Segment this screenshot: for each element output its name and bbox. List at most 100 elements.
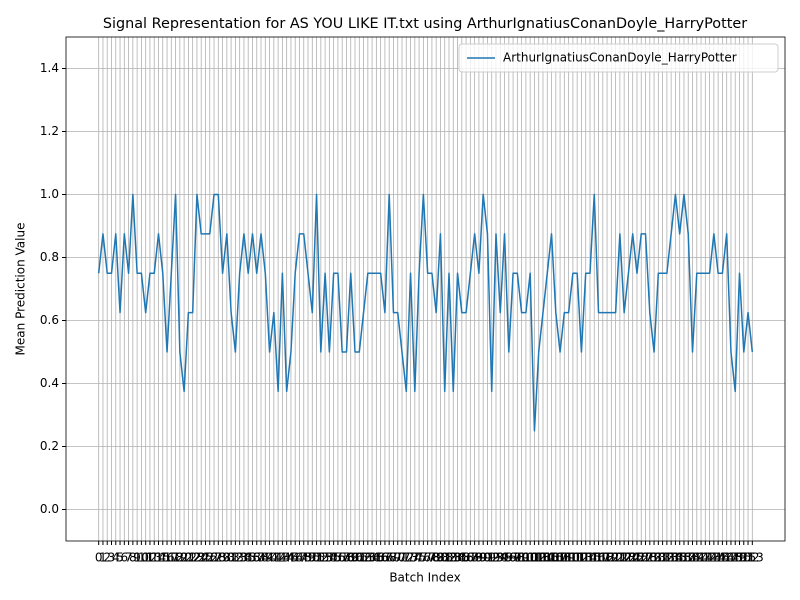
x-tick-label: 152 <box>737 551 760 565</box>
x-tick-label: 136 <box>668 551 691 565</box>
data-line <box>97 193 754 432</box>
x-tick-label: 11 <box>138 551 153 565</box>
x-tick-label: 150 <box>728 551 751 565</box>
x-tick-label: 92 <box>484 551 499 565</box>
x-tick-label: 143 <box>698 551 721 565</box>
x-tick-label: 33 <box>232 551 247 565</box>
x-tick-label: 118 <box>591 551 614 565</box>
x-tick-label: 112 <box>566 551 589 565</box>
x-tick-label: 18 <box>168 551 183 565</box>
x-tick-label: 45 <box>283 551 298 565</box>
x-tick-label: 64 <box>364 551 379 565</box>
x-tick-label: 6 <box>120 551 128 565</box>
x-tick-label: 153 <box>741 551 764 565</box>
x-tick-label: 91 <box>480 551 495 565</box>
x-tick-label: 3 <box>108 551 116 565</box>
x-tick-label: 10 <box>134 551 149 565</box>
x-tick-label: 142 <box>694 551 717 565</box>
x-tick-label: 93 <box>488 551 503 565</box>
x-tick-label: 47 <box>292 551 307 565</box>
x-tick-label: 81 <box>437 551 452 565</box>
x-tick-label: 105 <box>536 551 559 565</box>
x-tick-label: 43 <box>275 551 290 565</box>
x-tick-label: 29 <box>215 551 230 565</box>
y-tick-label: 0.4 <box>40 376 59 390</box>
x-tick-label: 123 <box>613 551 636 565</box>
x-tick-label: 100 <box>514 551 537 565</box>
x-tick-label: 31 <box>223 551 238 565</box>
x-tick-label: 114 <box>574 551 597 565</box>
x-tick-label: 132 <box>651 551 674 565</box>
x-tick-label: 99 <box>514 551 529 565</box>
x-tick-label: 86 <box>458 551 473 565</box>
x-tick-label: 101 <box>519 551 542 565</box>
x-tick-label: 65 <box>369 551 384 565</box>
x-tick-label: 25 <box>198 551 213 565</box>
x-tick-label: 60 <box>347 551 362 565</box>
x-tick-label: 17 <box>164 551 179 565</box>
legend: ArthurIgnatiusConanDoyle_HarryPotter <box>458 43 779 73</box>
x-tick-label: 24 <box>194 551 209 565</box>
x-tick-label: 144 <box>702 551 725 565</box>
y-tick-label: 0.0 <box>40 502 59 516</box>
x-tick-label: 61 <box>352 551 367 565</box>
x-tick-label: 129 <box>638 551 661 565</box>
x-tick-label: 146 <box>711 551 734 565</box>
x-tick-label: 7 <box>125 551 133 565</box>
x-tick-label: 40 <box>262 551 277 565</box>
x-tick-label: 108 <box>549 551 572 565</box>
x-tick-label: 80 <box>433 551 448 565</box>
x-tick-label: 1 <box>99 551 107 565</box>
x-tick-label: 35 <box>241 551 256 565</box>
x-tick-label: 55 <box>326 551 341 565</box>
y-tick-label: 0.8 <box>40 250 59 264</box>
x-tick-label: 104 <box>532 551 555 565</box>
x-tick-label: 76 <box>416 551 431 565</box>
x-tick-label: 115 <box>579 551 602 565</box>
x-tick-label: 116 <box>583 551 606 565</box>
x-tick-label: 88 <box>467 551 482 565</box>
x-tick-label: 72 <box>399 551 414 565</box>
x-tick-label: 41 <box>266 551 281 565</box>
x-tick-label: 15 <box>155 551 170 565</box>
x-tick-label: 113 <box>570 551 593 565</box>
x-tick-label: 54 <box>322 551 337 565</box>
x-tick-label: 89 <box>471 551 486 565</box>
x-tick-label: 4 <box>112 551 120 565</box>
x-tick-label: 34 <box>236 551 251 565</box>
x-tick-label: 46 <box>288 551 303 565</box>
x-tick-label: 122 <box>608 551 631 565</box>
x-tick-label: 134 <box>660 551 683 565</box>
x-tick-label: 147 <box>715 551 738 565</box>
x-tick-label: 97 <box>505 551 520 565</box>
x-tick-label: 23 <box>189 551 204 565</box>
x-tick-label: 32 <box>228 551 243 565</box>
x-tick-label: 98 <box>510 551 525 565</box>
x-tick-label: 106 <box>540 551 563 565</box>
x-tick-label: 9 <box>133 551 141 565</box>
x-tick-label: 95 <box>497 551 512 565</box>
chart-title: Signal Representation for AS YOU LIKE IT… <box>103 16 747 32</box>
x-tick-label: 83 <box>446 551 461 565</box>
x-tick-label: 50 <box>305 551 320 565</box>
x-tick-label: 110 <box>557 551 580 565</box>
x-tick-label: 127 <box>630 551 653 565</box>
x-tick-label: 119 <box>596 551 619 565</box>
x-tick-label: 56 <box>330 551 345 565</box>
x-tick-label: 57 <box>335 551 350 565</box>
x-tick-label: 130 <box>643 551 666 565</box>
x-tick-label: 73 <box>403 551 418 565</box>
x-tick-label: 111 <box>561 551 584 565</box>
x-tick-label: 14 <box>151 551 166 565</box>
x-tick-label: 151 <box>732 551 755 565</box>
y-tick-label: 0.2 <box>40 439 59 453</box>
y-axis-label: Mean Prediction Value <box>14 223 28 356</box>
x-tick-label: 26 <box>202 551 217 565</box>
x-tick-label: 59 <box>343 551 358 565</box>
x-tick-label: 37 <box>249 551 264 565</box>
x-tick-label: 49 <box>300 551 315 565</box>
x-tick-label: 94 <box>493 551 508 565</box>
x-tick-label: 90 <box>476 551 491 565</box>
x-tick-label: 79 <box>429 551 444 565</box>
x-tick-label: 66 <box>373 551 388 565</box>
